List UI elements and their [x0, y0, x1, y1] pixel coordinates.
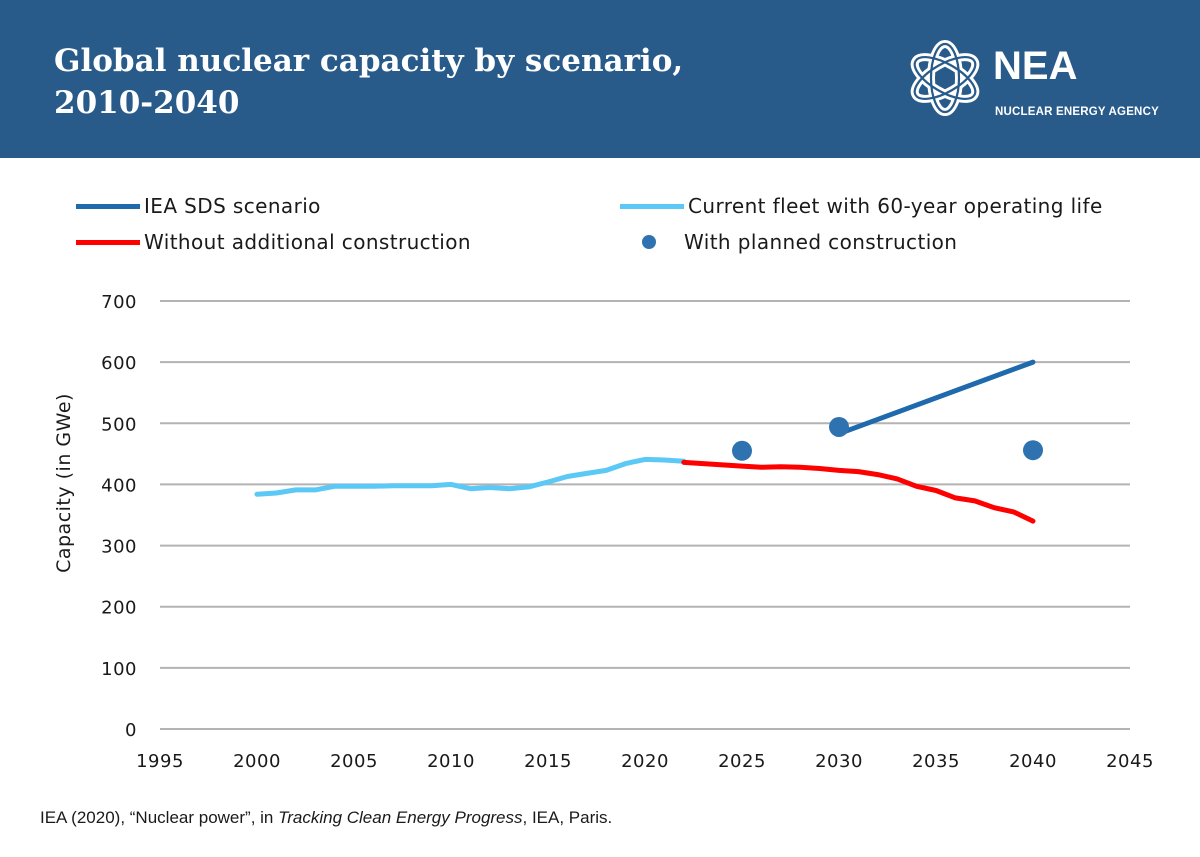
legend-item-sds: IEA SDS scenario: [76, 194, 321, 218]
legend-item-planned: With planned construction: [620, 230, 957, 254]
x-tick-label-2010: 2010: [427, 751, 475, 772]
legend-label-planned: With planned construction: [684, 230, 958, 254]
x-tick-label-2020: 2020: [621, 751, 669, 772]
y-tick-label-500: 500: [101, 414, 137, 435]
data-point-2030: [829, 416, 849, 437]
x-tick-label-2000: 2000: [233, 751, 281, 772]
y-tick-label-0: 0: [125, 720, 137, 741]
y-tick-label-100: 100: [101, 659, 137, 680]
x-tick-label-1995: 1995: [136, 751, 184, 772]
logo-subtitle: NUCLEAR ENERGY AGENCY: [995, 106, 1159, 118]
source-pre: IEA (2020), “Nuclear power”, in: [40, 808, 279, 827]
x-tick-label-2045: 2045: [1106, 751, 1154, 772]
legend-swatch-fleet: [620, 203, 684, 209]
legend-item-fleet: Current fleet with 60-year operating lif…: [620, 194, 1103, 218]
source-post: , IEA, Paris.: [522, 808, 613, 827]
nea-atom-logo-icon: [910, 40, 980, 116]
title-line-1: Global nuclear capacity by scenario,: [54, 43, 684, 79]
series-line-2: [681, 459, 1036, 524]
x-tick-label-2040: 2040: [1009, 751, 1057, 772]
x-tick-label-2015: 2015: [524, 751, 572, 772]
y-tick-label-400: 400: [101, 475, 137, 496]
y-axis-title: Capacity (in GWe): [53, 393, 75, 573]
x-tick-label-2030: 2030: [815, 751, 863, 772]
y-tick-label-600: 600: [101, 353, 137, 374]
y-tick-label-300: 300: [101, 537, 137, 558]
legend-label-fleet: Current fleet with 60-year operating lif…: [688, 194, 1103, 218]
title-line-2: 2010-2040: [54, 85, 240, 121]
legend-swatch-planned: [642, 235, 656, 249]
legend-label-without: Without additional construction: [144, 230, 471, 254]
data-point-2040: [1023, 440, 1043, 461]
legend-swatch-without: [76, 239, 140, 245]
source-italic: Tracking Clean Energy Progress: [278, 808, 523, 827]
y-tick-label-700: 700: [101, 292, 137, 313]
series-line-1: [254, 456, 687, 497]
header-banner: Global nuclear capacity by scenario, 201…: [0, 0, 1200, 158]
legend-item-without: Without additional construction: [76, 230, 471, 254]
logo-name: NEA: [993, 44, 1078, 88]
y-tick-label-200: 200: [101, 598, 137, 619]
legend-label-sds: IEA SDS scenario: [144, 194, 321, 218]
source-note: IEA (2020), “Nuclear power”, in Tracking…: [40, 808, 612, 828]
x-tick-label-2025: 2025: [718, 751, 766, 772]
x-tick-label-2005: 2005: [330, 751, 378, 772]
nea-logo: NEA NUCLEAR ENERGY AGENCY: [905, 38, 1175, 122]
chart-title: Global nuclear capacity by scenario, 201…: [54, 40, 754, 124]
x-tick-label-2035: 2035: [912, 751, 960, 772]
legend-swatch-sds: [76, 203, 140, 209]
data-point-2025: [732, 440, 752, 461]
series-line-0: [836, 359, 1036, 437]
